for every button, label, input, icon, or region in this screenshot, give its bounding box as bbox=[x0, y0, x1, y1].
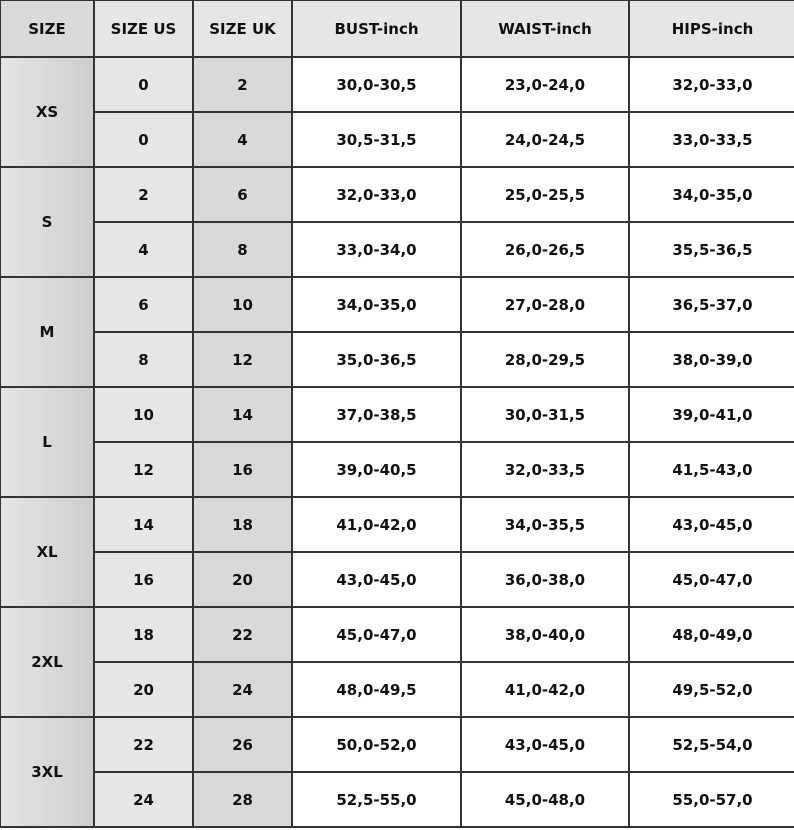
uk-cell: 14 bbox=[192, 386, 293, 443]
bust-cell: 30,5-31,5 bbox=[291, 111, 462, 168]
us-cell: 14 bbox=[93, 496, 194, 553]
hips-cell: 39,0-41,0 bbox=[628, 386, 794, 443]
waist-cell: 45,0-48,0 bbox=[460, 771, 630, 828]
bust-cell: 32,0-33,0 bbox=[291, 166, 462, 223]
table-row: 2XL 18 22 45,0-47,0 38,0-40,0 48,0-49,0 bbox=[0, 606, 794, 718]
bust-cell: 48,0-49,5 bbox=[291, 661, 462, 718]
size-label-cell: M bbox=[0, 276, 95, 388]
bust-cell: 39,0-40,5 bbox=[291, 441, 462, 498]
us-cell: 18 bbox=[93, 606, 194, 663]
uk-cell: 26 bbox=[192, 716, 293, 773]
table-row: 0 4 30,5-31,5 24,0-24,5 33,0-33,5 bbox=[0, 111, 794, 168]
uk-cell: 20 bbox=[192, 551, 293, 608]
size-label-cell: XS bbox=[0, 56, 95, 168]
us-cell: 0 bbox=[93, 111, 194, 168]
bust-cell: 45,0-47,0 bbox=[291, 606, 462, 663]
column-header: HIPS-inch bbox=[628, 0, 794, 58]
column-header: WAIST-inch bbox=[460, 0, 630, 58]
waist-cell: 38,0-40,0 bbox=[460, 606, 630, 663]
waist-cell: 28,0-29,5 bbox=[460, 331, 630, 388]
hips-cell: 38,0-39,0 bbox=[628, 331, 794, 388]
bust-cell: 33,0-34,0 bbox=[291, 221, 462, 278]
table-row: 12 16 39,0-40,5 32,0-33,5 41,5-43,0 bbox=[0, 441, 794, 498]
column-header: SIZE US bbox=[93, 0, 194, 58]
uk-cell: 22 bbox=[192, 606, 293, 663]
size-label-cell: 3XL bbox=[0, 716, 95, 828]
size-label-cell: XL bbox=[0, 496, 95, 608]
uk-cell: 18 bbox=[192, 496, 293, 553]
table-row: 8 12 35,0-36,5 28,0-29,5 38,0-39,0 bbox=[0, 331, 794, 388]
us-cell: 24 bbox=[93, 771, 194, 828]
hips-cell: 48,0-49,0 bbox=[628, 606, 794, 663]
us-cell: 6 bbox=[93, 276, 194, 333]
hips-cell: 52,5-54,0 bbox=[628, 716, 794, 773]
waist-cell: 30,0-31,5 bbox=[460, 386, 630, 443]
table-row: 3XL 22 26 50,0-52,0 43,0-45,0 52,5-54,0 bbox=[0, 716, 794, 828]
waist-cell: 23,0-24,0 bbox=[460, 56, 630, 113]
hips-cell: 43,0-45,0 bbox=[628, 496, 794, 553]
uk-cell: 4 bbox=[192, 111, 293, 168]
us-cell: 2 bbox=[93, 166, 194, 223]
bust-cell: 35,0-36,5 bbox=[291, 331, 462, 388]
bust-cell: 50,0-52,0 bbox=[291, 716, 462, 773]
waist-cell: 34,0-35,5 bbox=[460, 496, 630, 553]
us-cell: 22 bbox=[93, 716, 194, 773]
table-row: 4 8 33,0-34,0 26,0-26,5 35,5-36,5 bbox=[0, 221, 794, 278]
bust-cell: 37,0-38,5 bbox=[291, 386, 462, 443]
hips-cell: 55,0-57,0 bbox=[628, 771, 794, 828]
table-row: S 2 6 32,0-33,0 25,0-25,5 34,0-35,0 bbox=[0, 166, 794, 278]
us-cell: 16 bbox=[93, 551, 194, 608]
bust-cell: 52,5-55,0 bbox=[291, 771, 462, 828]
size-label-cell: S bbox=[0, 166, 95, 278]
table-row: 24 28 52,5-55,0 45,0-48,0 55,0-57,0 bbox=[0, 771, 794, 828]
uk-cell: 2 bbox=[192, 56, 293, 113]
hips-cell: 49,5-52,0 bbox=[628, 661, 794, 718]
table-row: M 6 10 34,0-35,0 27,0-28,0 36,5-37,0 bbox=[0, 276, 794, 388]
uk-cell: 10 bbox=[192, 276, 293, 333]
table-row: 20 24 48,0-49,5 41,0-42,0 49,5-52,0 bbox=[0, 661, 794, 718]
table-row: L 10 14 37,0-38,5 30,0-31,5 39,0-41,0 bbox=[0, 386, 794, 498]
us-cell: 12 bbox=[93, 441, 194, 498]
waist-cell: 25,0-25,5 bbox=[460, 166, 630, 223]
hips-cell: 36,5-37,0 bbox=[628, 276, 794, 333]
uk-cell: 6 bbox=[192, 166, 293, 223]
hips-cell: 32,0-33,0 bbox=[628, 56, 794, 113]
waist-cell: 41,0-42,0 bbox=[460, 661, 630, 718]
column-header: SIZE bbox=[0, 0, 95, 58]
uk-cell: 16 bbox=[192, 441, 293, 498]
hips-cell: 35,5-36,5 bbox=[628, 221, 794, 278]
us-cell: 8 bbox=[93, 331, 194, 388]
waist-cell: 26,0-26,5 bbox=[460, 221, 630, 278]
uk-cell: 12 bbox=[192, 331, 293, 388]
waist-cell: 43,0-45,0 bbox=[460, 716, 630, 773]
bust-cell: 30,0-30,5 bbox=[291, 56, 462, 113]
size-label-cell: L bbox=[0, 386, 95, 498]
column-header: SIZE UK bbox=[192, 0, 293, 58]
waist-cell: 36,0-38,0 bbox=[460, 551, 630, 608]
us-cell: 4 bbox=[93, 221, 194, 278]
bust-cell: 41,0-42,0 bbox=[291, 496, 462, 553]
hips-cell: 33,0-33,5 bbox=[628, 111, 794, 168]
waist-cell: 24,0-24,5 bbox=[460, 111, 630, 168]
hips-cell: 41,5-43,0 bbox=[628, 441, 794, 498]
header-row: SIZE SIZE US SIZE UK BUST-inch WAIST-inch HIP… bbox=[0, 0, 794, 58]
us-cell: 10 bbox=[93, 386, 194, 443]
us-cell: 20 bbox=[93, 661, 194, 718]
bust-cell: 43,0-45,0 bbox=[291, 551, 462, 608]
waist-cell: 27,0-28,0 bbox=[460, 276, 630, 333]
uk-cell: 28 bbox=[192, 771, 293, 828]
table-row: 16 20 43,0-45,0 36,0-38,0 45,0-47,0 bbox=[0, 551, 794, 608]
hips-cell: 45,0-47,0 bbox=[628, 551, 794, 608]
uk-cell: 24 bbox=[192, 661, 293, 718]
waist-cell: 32,0-33,5 bbox=[460, 441, 630, 498]
uk-cell: 8 bbox=[192, 221, 293, 278]
size-label-cell: 2XL bbox=[0, 606, 95, 718]
table-row: XL 14 18 41,0-42,0 34,0-35,5 43,0-45,0 bbox=[0, 496, 794, 608]
table-row: XS 0 2 30,0-30,5 23,0-24,0 32,0-33,0 bbox=[0, 56, 794, 168]
us-cell: 0 bbox=[93, 56, 194, 113]
column-header: BUST-inch bbox=[291, 0, 462, 58]
hips-cell: 34,0-35,0 bbox=[628, 166, 794, 223]
bust-cell: 34,0-35,0 bbox=[291, 276, 462, 333]
